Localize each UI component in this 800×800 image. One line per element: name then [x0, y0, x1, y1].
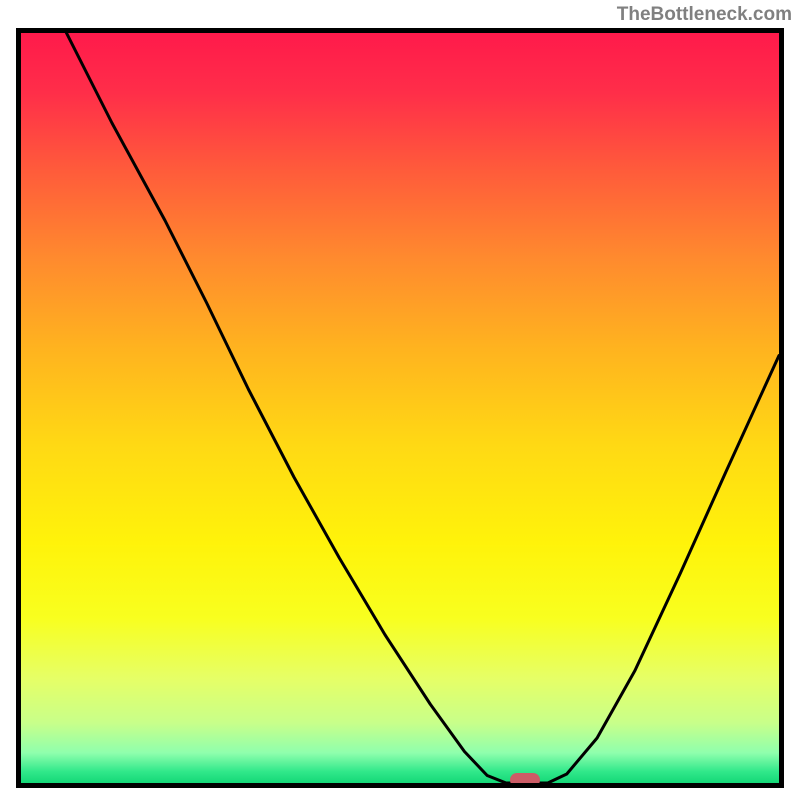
curve-svg: [21, 33, 779, 783]
plot-inner: [21, 33, 779, 783]
chart-container: TheBottleneck.com: [0, 0, 800, 800]
min-marker: [510, 773, 540, 783]
watermark-text: TheBottleneck.com: [617, 4, 792, 26]
